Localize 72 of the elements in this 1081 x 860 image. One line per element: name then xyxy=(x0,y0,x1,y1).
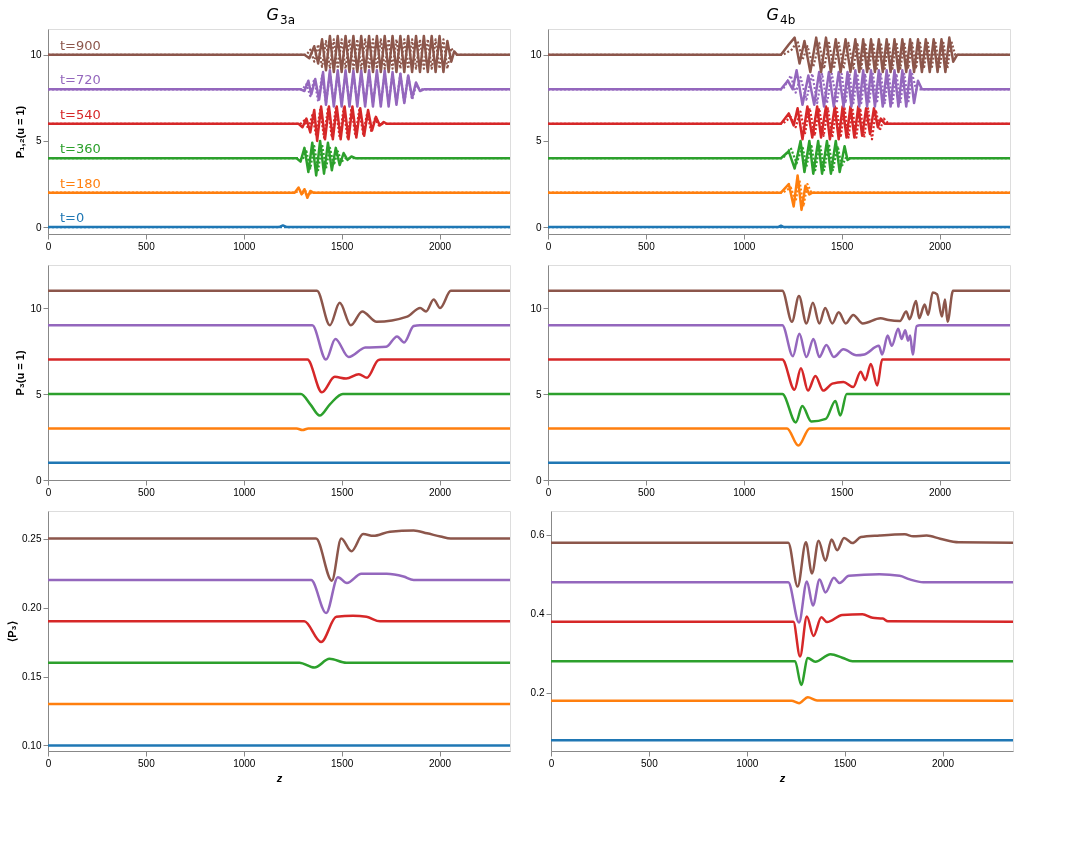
x-tick-label: 2000 xyxy=(428,757,452,769)
line-series xyxy=(48,614,510,644)
x-tick-label: 1500 xyxy=(331,486,354,498)
y-tick-label: 10 xyxy=(530,49,542,61)
series-label: t=180 xyxy=(60,175,101,191)
y-tick-label: 0 xyxy=(535,221,542,233)
y-tick-label: 0.6 xyxy=(530,529,545,541)
y-tick-label: 5 xyxy=(35,388,42,400)
x-tick-label: 1500 xyxy=(834,757,857,769)
y-tick-label: 0.20 xyxy=(22,602,42,614)
x-tick-label: 2000 xyxy=(931,757,955,769)
x-tick-label: 1000 xyxy=(733,486,756,498)
x-tick-label: 2000 xyxy=(428,486,452,498)
x-tick-label: 1500 xyxy=(831,240,854,252)
x-tick-label: 1000 xyxy=(736,757,759,769)
series-label: t=540 xyxy=(60,106,101,122)
y-tick-label: 10 xyxy=(30,302,42,314)
line-series xyxy=(551,533,1013,588)
x-tick-label: 500 xyxy=(138,240,156,252)
line-series xyxy=(548,323,1010,359)
series-label: t=360 xyxy=(60,141,101,157)
y-tick-label: 0.15 xyxy=(22,671,42,683)
y-axis-title: ⟨P₃⟩ xyxy=(6,621,19,642)
y-tick-label: 10 xyxy=(530,302,542,314)
y-tick-label: 10 xyxy=(30,49,42,61)
y-tick-label: 0.4 xyxy=(530,608,545,620)
y-tick-label: 0.2 xyxy=(530,687,545,699)
x-tick-label: 2000 xyxy=(928,486,952,498)
line-series xyxy=(551,652,1013,687)
y-tick-label: 5 xyxy=(535,388,542,400)
x-tick-label: 1500 xyxy=(331,240,354,252)
y-tick-label: 0 xyxy=(35,474,42,486)
line-series xyxy=(548,289,1010,325)
line-series xyxy=(48,572,510,615)
y-axis-title: P₁,₂(u = 1) xyxy=(14,105,27,159)
x-tick-label: 1000 xyxy=(233,486,256,498)
line-series xyxy=(48,529,510,582)
y-axis-title: P₃(u = 1) xyxy=(14,350,27,396)
x-tick-label: 1500 xyxy=(831,486,854,498)
x-tick-label: 1500 xyxy=(331,757,354,769)
y-tick-label: 0 xyxy=(535,474,542,486)
x-axis-title: z xyxy=(275,771,283,784)
line-series xyxy=(551,612,1013,658)
line-series xyxy=(48,289,510,327)
line-series xyxy=(48,323,510,361)
series-label: t=900 xyxy=(60,37,101,53)
x-tick-label: 1000 xyxy=(233,757,256,769)
x-tick-label: 0 xyxy=(548,757,555,769)
line-series xyxy=(551,573,1013,624)
series-label: t=0 xyxy=(60,210,85,226)
y-tick-label: 0.25 xyxy=(22,533,42,545)
x-tick-label: 2000 xyxy=(428,240,452,252)
x-tick-label: 500 xyxy=(138,486,156,498)
line-series xyxy=(548,392,1010,424)
line-series xyxy=(48,358,510,394)
x-tick-label: 0 xyxy=(45,486,52,498)
y-tick-label: 5 xyxy=(535,135,542,147)
y-tick-label: 0.10 xyxy=(22,739,42,751)
x-axis-title: z xyxy=(778,771,786,784)
x-tick-label: 500 xyxy=(638,240,656,252)
y-tick-label: 0 xyxy=(35,221,42,233)
x-tick-label: 0 xyxy=(45,240,52,252)
x-tick-label: 1000 xyxy=(733,240,756,252)
series-label: t=720 xyxy=(60,72,101,88)
x-tick-label: 500 xyxy=(638,486,656,498)
y-tick-label: 5 xyxy=(35,135,42,147)
x-tick-label: 0 xyxy=(45,757,52,769)
x-tick-label: 500 xyxy=(138,757,156,769)
x-tick-label: 1000 xyxy=(233,240,256,252)
x-tick-label: 2000 xyxy=(928,240,952,252)
line-series xyxy=(548,358,1010,392)
x-tick-label: 500 xyxy=(641,757,659,769)
